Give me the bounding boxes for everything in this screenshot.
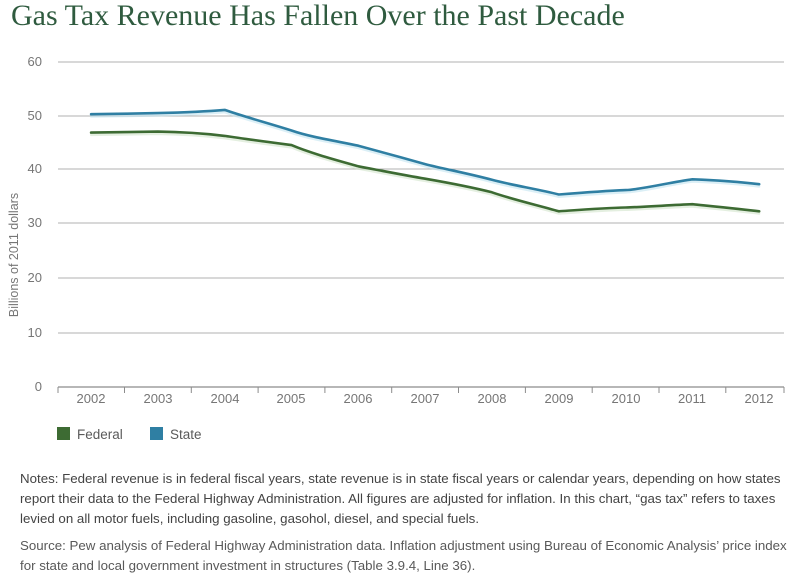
svg-text:2004: 2004 bbox=[211, 391, 240, 406]
svg-text:40: 40 bbox=[28, 161, 42, 176]
svg-text:2002: 2002 bbox=[77, 391, 106, 406]
svg-text:2006: 2006 bbox=[344, 391, 373, 406]
svg-text:2012: 2012 bbox=[745, 391, 774, 406]
svg-text:Billions of 2011 dollars: Billions of 2011 dollars bbox=[7, 193, 21, 317]
svg-text:2011: 2011 bbox=[678, 391, 706, 406]
svg-text:2008: 2008 bbox=[478, 391, 507, 406]
svg-text:2009: 2009 bbox=[545, 391, 574, 406]
svg-text:10: 10 bbox=[28, 325, 42, 340]
svg-text:50: 50 bbox=[28, 108, 42, 123]
svg-text:30: 30 bbox=[28, 215, 42, 230]
svg-text:20: 20 bbox=[28, 270, 42, 285]
svg-text:2010: 2010 bbox=[612, 391, 641, 406]
svg-text:60: 60 bbox=[28, 54, 42, 69]
svg-text:2005: 2005 bbox=[277, 391, 306, 406]
svg-text:2003: 2003 bbox=[144, 391, 173, 406]
svg-text:0: 0 bbox=[35, 379, 42, 394]
svg-text:2007: 2007 bbox=[411, 391, 440, 406]
